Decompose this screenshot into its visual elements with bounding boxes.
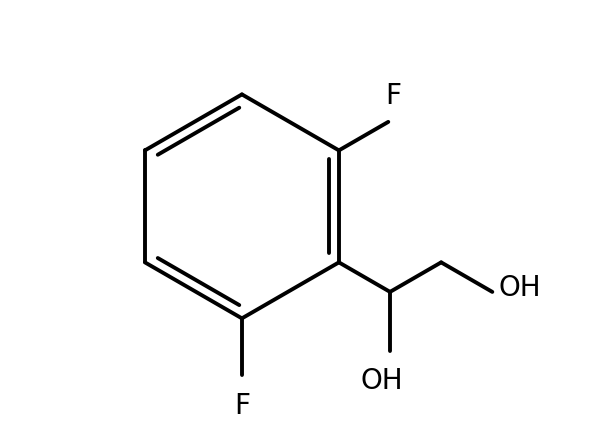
Text: F: F <box>385 82 401 109</box>
Text: OH: OH <box>498 274 541 302</box>
Text: OH: OH <box>361 367 403 395</box>
Text: F: F <box>234 391 250 420</box>
